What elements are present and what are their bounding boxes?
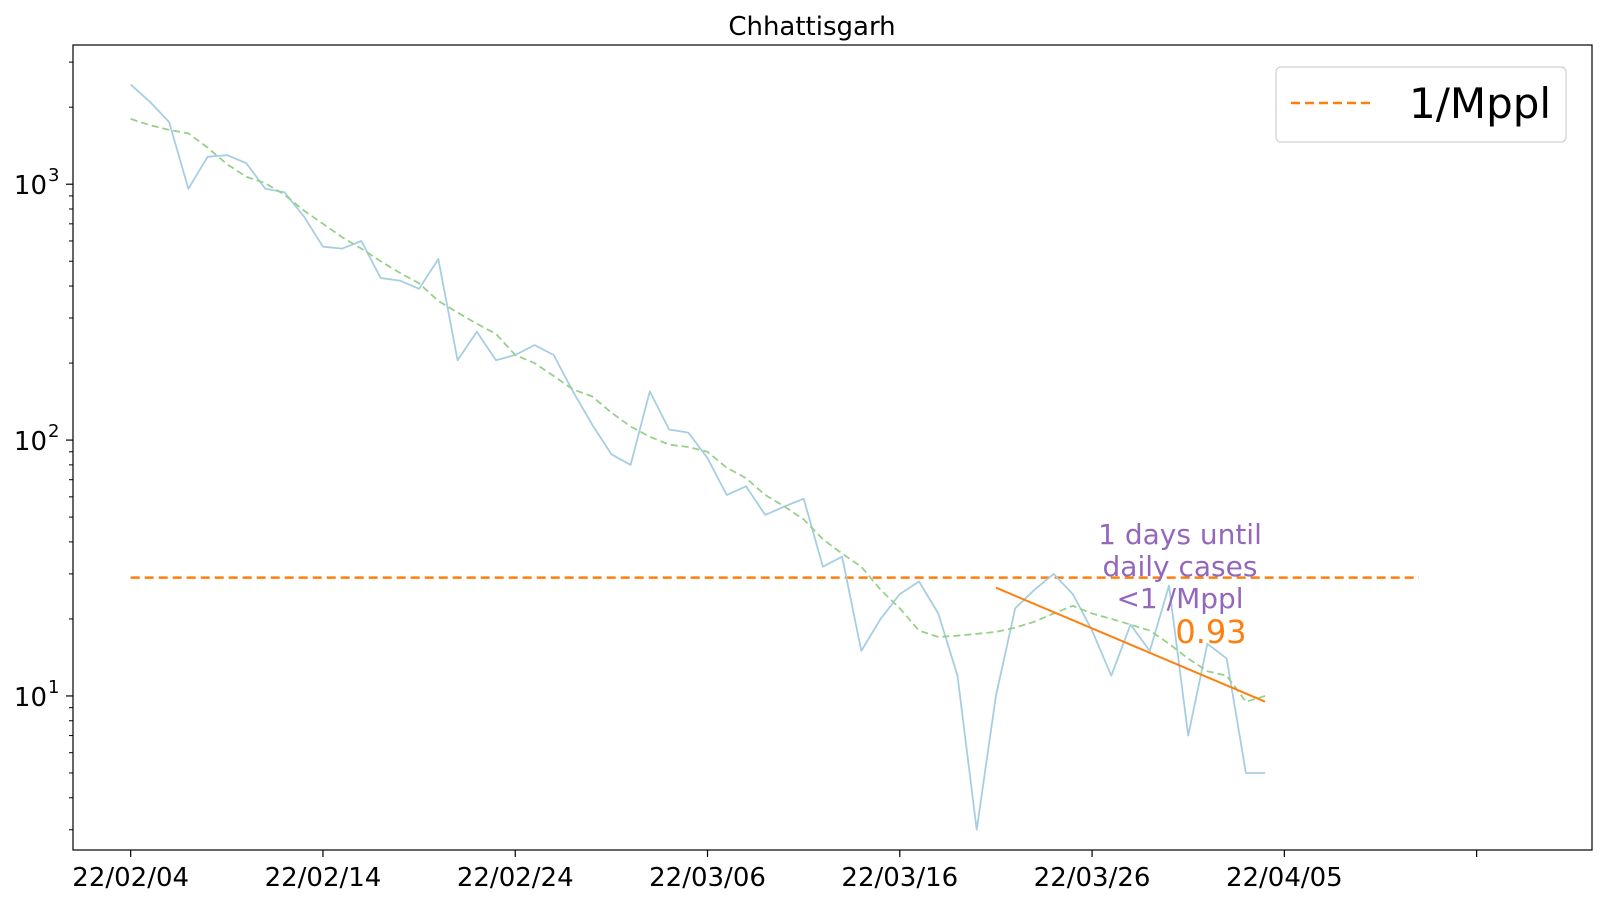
legend-label-reference: 1/Mppl [1409,79,1551,128]
legend: 1/Mppl [1275,66,1567,143]
y-tick-label-exponent: 1 [48,677,59,698]
x-tick-label: 22/02/04 [72,863,189,893]
trend-line-layer [995,586,1266,703]
trend-slope-label: 0.93 [1175,613,1246,651]
series-line-smoothed [130,118,1266,703]
chart-title: Chhattisgarh [728,12,895,42]
x-tick-label: 22/04/05 [1226,863,1343,893]
x-tick-label: 22/02/24 [457,863,574,893]
plot-area-frame [72,44,1593,851]
annotation-line: <1 /Mppl [1116,582,1243,615]
y-tick-label: 10 [14,171,47,201]
y-tick-label-exponent: 2 [48,421,59,442]
x-tick-label: 22/02/14 [265,863,382,893]
series-line-daily [130,83,1266,831]
axes-layer: 22/02/04 22/02/14 22/02/24 22/03/06 22/03/16… [14,61,1478,893]
y-tick-label: 10 [14,427,47,457]
x-tick-label: 22/03/16 [841,863,958,893]
days-until-annotation: 1 days until daily cases <1 /Mppl [1098,518,1262,615]
x-tick-label: 22/03/26 [1034,863,1151,893]
annotation-line: 1 days until [1098,518,1262,551]
series-layer [130,83,1266,831]
x-tick-label: 22/03/06 [649,863,766,893]
annotation-line: daily cases [1103,550,1258,583]
y-tick-label-exponent: 3 [48,165,59,186]
trend-line [995,586,1266,703]
y-tick-label: 10 [14,683,47,713]
legend-box [1275,66,1567,143]
